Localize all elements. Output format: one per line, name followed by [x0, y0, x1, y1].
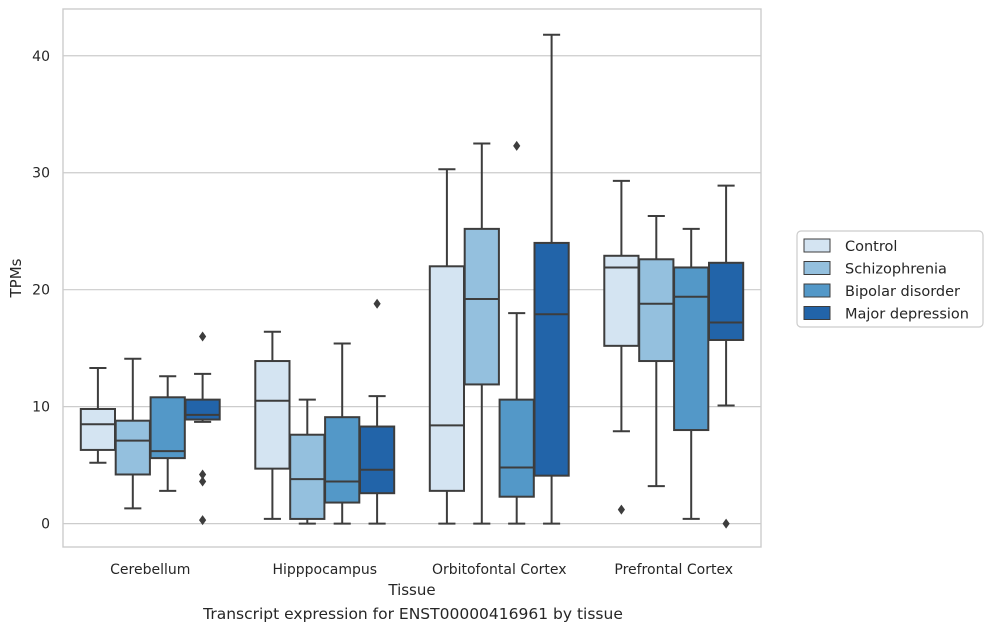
outlier-point [513, 140, 521, 151]
x-axis-title: Tissue [387, 581, 435, 599]
box-body [358, 425, 396, 495]
box-body [79, 407, 117, 451]
box-major-depression [358, 298, 396, 525]
box-major-depression [533, 33, 570, 525]
legend-label: Control [845, 239, 897, 255]
x-tick-label: Cerebellum [110, 562, 190, 578]
y-tick-label: 0 [41, 517, 50, 533]
box-body [149, 396, 186, 460]
outlier-point [199, 515, 207, 526]
y-tick-label: 30 [32, 166, 50, 182]
box-schizophrenia [289, 398, 326, 525]
legend-swatch [803, 306, 831, 320]
box-body [428, 265, 466, 492]
outlier-point [199, 476, 207, 487]
box-body [498, 398, 535, 498]
box-schizophrenia [638, 215, 675, 488]
box-body [463, 227, 500, 386]
box-body [289, 433, 326, 520]
x-tick-label: Prefrontal Cortex [614, 562, 733, 578]
plot-frame [62, 8, 762, 548]
box-body [324, 416, 361, 504]
legend-swatch [803, 283, 831, 298]
box-control [254, 330, 291, 520]
legend-label: Schizophrenia [845, 262, 947, 278]
legend: Control Schizophrenia Bipolar disorder Majo… [796, 230, 984, 328]
box-body [673, 266, 710, 432]
legend-swatch [803, 261, 831, 275]
box-body [114, 419, 151, 476]
box-bipolar-disorder [673, 227, 710, 520]
box-body [533, 241, 570, 477]
y-tick-label: 20 [32, 283, 50, 299]
legend-label: Bipolar disorder [845, 284, 960, 300]
legend-swatch [803, 238, 831, 253]
outlier-point [199, 469, 207, 480]
box-body [184, 398, 221, 421]
outlier-point [617, 504, 625, 515]
y-tick-label: 10 [32, 400, 50, 416]
outlier-point [199, 331, 207, 342]
figure-caption: Transcript expression for ENST0000041696… [203, 605, 623, 623]
legend-label: Major depression [845, 307, 969, 323]
box-control [79, 367, 117, 464]
box-bipolar-disorder [324, 342, 361, 525]
box-control [428, 168, 466, 525]
outlier-point [373, 298, 381, 309]
x-tick-label: Hipppocampus [272, 562, 377, 578]
box-major-depression [184, 331, 221, 526]
box-body [603, 254, 640, 347]
y-tick-label: 40 [32, 49, 50, 65]
box-body [707, 261, 745, 341]
box-control [603, 179, 640, 515]
box-bipolar-disorder [149, 375, 186, 492]
x-tick-label: Orbitofontal Cortex [432, 562, 567, 578]
box-major-depression [707, 184, 745, 529]
box-body [638, 258, 675, 363]
box-bipolar-disorder [498, 140, 535, 525]
legend-frame [796, 230, 984, 328]
box-body [254, 360, 291, 470]
y-axis-title: TPMs [7, 258, 25, 298]
outlier-point [722, 518, 730, 529]
box-schizophrenia [463, 142, 500, 525]
box-schizophrenia [114, 357, 151, 510]
